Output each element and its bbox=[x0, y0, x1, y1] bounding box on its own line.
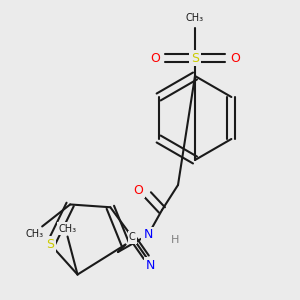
Text: O: O bbox=[150, 52, 160, 64]
Text: CH₃: CH₃ bbox=[25, 230, 43, 239]
Text: C: C bbox=[129, 232, 136, 242]
Text: S: S bbox=[191, 52, 199, 64]
Text: N: N bbox=[143, 229, 153, 242]
Text: CH₃: CH₃ bbox=[58, 224, 76, 233]
Text: S: S bbox=[46, 238, 55, 251]
Text: N: N bbox=[146, 259, 155, 272]
Text: CH₃: CH₃ bbox=[186, 13, 204, 23]
Text: O: O bbox=[230, 52, 240, 64]
Text: O: O bbox=[133, 184, 143, 196]
Text: H: H bbox=[171, 235, 179, 245]
